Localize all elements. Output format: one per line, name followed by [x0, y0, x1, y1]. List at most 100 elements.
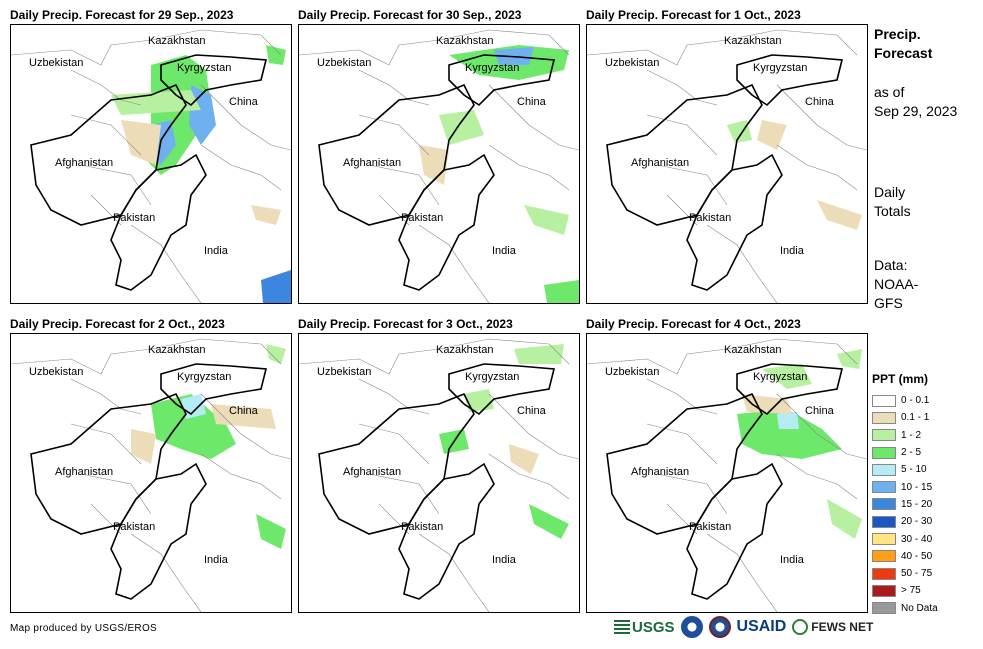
legend-item: 5 - 10: [872, 461, 938, 478]
map-svg: Kazakhstan Uzbekistan Kyrgyzstan China A…: [11, 338, 291, 612]
label-kazakhstan: Kazakhstan: [436, 344, 493, 356]
label-china: China: [517, 405, 547, 417]
sidebar-asof-line1: as of: [874, 84, 905, 100]
sidebar-totals-line2: Totals: [874, 203, 911, 219]
legend-swatch: [872, 463, 896, 476]
label-china: China: [805, 96, 835, 108]
label-china: China: [229, 405, 259, 417]
partner-logos: USGS USAID FEWS NET: [614, 616, 873, 638]
label-china: China: [229, 96, 259, 108]
sidebar-title: Precip. Forecast: [874, 25, 932, 63]
legend-swatch: [872, 481, 896, 494]
legend-label: 2 - 5: [901, 447, 922, 459]
sidebar-asof-line2: Sep 29, 2023: [874, 103, 958, 119]
label-china: China: [517, 96, 547, 108]
label-afghanistan: Afghanistan: [631, 157, 689, 169]
sidebar-data-line2: NOAA-: [874, 276, 919, 292]
legend-item: No Data: [872, 600, 938, 617]
legend-swatch: [872, 411, 896, 424]
map-svg: Kazakhstan Uzbekistan Kyrgyzstan China A…: [299, 29, 579, 303]
map-svg: Kazakhstan Uzbekistan Kyrgyzstan China A…: [299, 338, 579, 612]
legend-label: 20 - 30: [901, 516, 933, 528]
legend-item: 20 - 30: [872, 513, 938, 530]
legend-title: PPT (mm): [872, 372, 929, 386]
sidebar-asof: as of Sep 29, 2023: [874, 83, 957, 121]
label-china: China: [805, 405, 835, 417]
usaid-logo: USAID: [736, 618, 787, 635]
legend-label: 40 - 50: [901, 550, 933, 562]
legend-item: 0 - 0.1: [872, 392, 938, 409]
label-uzbekistan: Uzbekistan: [317, 57, 371, 69]
legend-label: 30 - 40: [901, 533, 933, 545]
legend-swatch: [872, 498, 896, 511]
map-svg: Kazakhstan Uzbekistan Kyrgyzstan China A…: [587, 29, 867, 303]
legend-label: 0 - 0.1: [901, 395, 930, 407]
nws-seal-icon: [708, 616, 731, 638]
panel-title: Daily Precip. Forecast for 2 Oct., 2023: [10, 317, 225, 331]
legend-swatch: [872, 584, 896, 597]
legend-label: 0.1 - 1: [901, 412, 930, 424]
legend-swatch: [872, 446, 896, 459]
label-kyrgyzstan: Kyrgyzstan: [177, 371, 231, 383]
sidebar-data-line1: Data:: [874, 257, 908, 273]
label-kazakhstan: Kazakhstan: [436, 35, 493, 47]
fewsnet-logo-text: FEWS NET: [811, 620, 874, 634]
forecast-panel-6: Daily Precip. Forecast for 4 Oct., 2023: [586, 317, 876, 617]
legend-label: 15 - 20: [901, 498, 933, 510]
legend-label: > 75: [901, 585, 921, 597]
label-afghanistan: Afghanistan: [343, 466, 401, 478]
panel-title: Daily Precip. Forecast for 30 Sep., 2023: [298, 8, 522, 22]
label-kyrgyzstan: Kyrgyzstan: [465, 371, 519, 383]
label-afghanistan: Afghanistan: [55, 157, 113, 169]
legend-label: 50 - 75: [901, 568, 933, 580]
label-india: India: [492, 554, 517, 566]
usgs-waves-icon: [614, 620, 630, 634]
usgs-logo-text: USGS: [632, 618, 675, 636]
legend-item: 1 - 2: [872, 427, 938, 444]
legend-label: 10 - 15: [901, 481, 933, 493]
label-kazakhstan: Kazakhstan: [148, 344, 205, 356]
globe-icon: [792, 619, 809, 635]
label-pakistan: Pakistan: [401, 212, 443, 224]
label-uzbekistan: Uzbekistan: [317, 366, 371, 378]
label-afghanistan: Afghanistan: [343, 157, 401, 169]
legend-item: > 75: [872, 582, 938, 599]
forecast-map: Kazakhstan Uzbekistan Kyrgyzstan China A…: [586, 24, 868, 304]
legend-label: 1 - 2: [901, 429, 922, 441]
map-svg: Kazakhstan Uzbekistan Kyrgyzstan China A…: [11, 29, 291, 303]
sidebar-data-line3: GFS: [874, 295, 903, 311]
forecast-map: Kazakhstan Uzbekistan Kyrgyzstan China A…: [298, 333, 580, 613]
usgs-logo: USGS: [614, 619, 675, 636]
label-kyrgyzstan: Kyrgyzstan: [753, 62, 807, 74]
panel-title: Daily Precip. Forecast for 1 Oct., 2023: [586, 8, 801, 22]
map-credit: Map produced by USGS/EROS: [10, 623, 158, 634]
label-kyrgyzstan: Kyrgyzstan: [177, 62, 231, 74]
legend-swatch: [872, 429, 896, 442]
label-india: India: [492, 245, 517, 257]
label-uzbekistan: Uzbekistan: [605, 57, 659, 69]
forecast-panel-5: Daily Precip. Forecast for 3 Oct., 2023: [298, 317, 588, 617]
map-svg: Kazakhstan Uzbekistan Kyrgyzstan China A…: [587, 338, 867, 612]
label-pakistan: Pakistan: [113, 212, 155, 224]
forecast-map: Kazakhstan Uzbekistan Kyrgyzstan China A…: [586, 333, 868, 613]
label-uzbekistan: Uzbekistan: [29, 57, 83, 69]
legend-item: 15 - 20: [872, 496, 938, 513]
label-kazakhstan: Kazakhstan: [148, 35, 205, 47]
legend-swatch: [872, 394, 896, 407]
label-afghanistan: Afghanistan: [55, 466, 113, 478]
legend-swatch: [872, 567, 896, 580]
forecast-map: Kazakhstan Uzbekistan Kyrgyzstan China A…: [298, 24, 580, 304]
sidebar-title-line2: Forecast: [874, 45, 933, 61]
label-india: India: [204, 245, 229, 257]
label-pakistan: Pakistan: [401, 521, 443, 533]
noaa-seal-icon: [680, 616, 703, 638]
legend-item: 10 - 15: [872, 478, 938, 495]
label-kazakhstan: Kazakhstan: [724, 344, 781, 356]
label-pakistan: Pakistan: [689, 521, 731, 533]
sidebar-totals: Daily Totals: [874, 183, 911, 221]
legend-item: 40 - 50: [872, 548, 938, 565]
legend-swatch: [872, 602, 896, 615]
label-pakistan: Pakistan: [113, 521, 155, 533]
forecast-map: Kazakhstan Uzbekistan Kyrgyzstan China A…: [10, 24, 292, 304]
sidebar-totals-line1: Daily: [874, 184, 906, 200]
